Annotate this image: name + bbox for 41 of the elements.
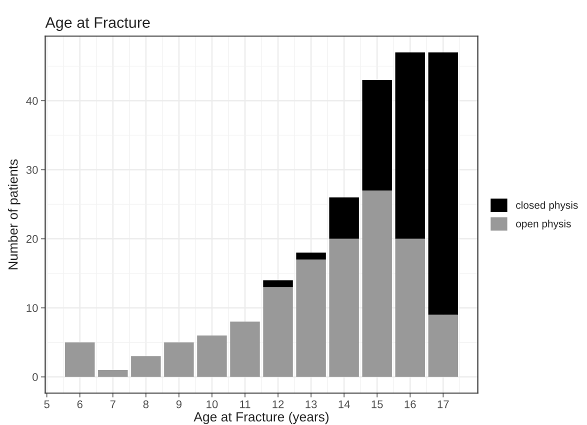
bar [263, 280, 293, 288]
y-axis-title: Number of patients [8, 159, 20, 270]
legend-label: closed physis [516, 201, 578, 211]
chart-title: Age at Fracture [45, 17, 150, 31]
bar [98, 370, 128, 377]
bar [428, 52, 458, 315]
bar [263, 287, 293, 377]
bar [362, 80, 392, 190]
bar [131, 356, 161, 377]
x-tick-label: 8 [143, 400, 149, 408]
bar [65, 342, 95, 377]
bar [428, 314, 458, 377]
y-tick-label: 10 [26, 304, 38, 312]
bar [197, 335, 227, 377]
bar [296, 252, 326, 260]
x-axis-title: Age at Fracture (years) [194, 412, 329, 424]
bar [296, 260, 326, 377]
x-tick-label: 5 [44, 400, 50, 408]
x-tick-label: 7 [110, 400, 116, 408]
bar [230, 322, 260, 377]
legend-label: open physis [516, 220, 571, 230]
y-tick-label: 20 [26, 235, 38, 243]
x-tick-label: 12 [272, 400, 284, 408]
x-tick-label: 17 [438, 400, 449, 408]
y-tick-label: 30 [26, 166, 38, 174]
bar [329, 238, 359, 377]
bar [164, 342, 194, 377]
x-tick-label: 16 [404, 400, 416, 408]
x-tick-label: 13 [306, 400, 317, 408]
x-tick-label: 14 [338, 400, 350, 408]
x-tick-label: 9 [176, 400, 182, 408]
bar [329, 197, 359, 239]
bar [362, 190, 392, 377]
bar [395, 52, 425, 239]
x-tick-label: 11 [240, 400, 250, 408]
y-tick-label: 0 [32, 373, 38, 382]
y-tick-label: 40 [26, 96, 38, 105]
x-tick-label: 10 [206, 400, 218, 408]
x-tick-label: 15 [372, 400, 383, 408]
bar [395, 238, 425, 377]
x-tick-label: 6 [77, 400, 82, 408]
